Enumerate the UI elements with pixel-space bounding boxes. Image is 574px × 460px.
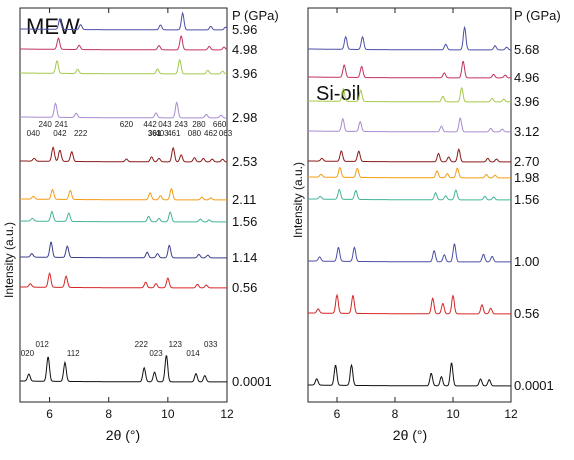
series-trace <box>307 166 511 179</box>
series-trace <box>308 25 511 51</box>
hkl-annotation: 361 <box>148 129 162 138</box>
hkl-annotation: 080 <box>188 129 202 138</box>
x-tick-label: 12 <box>504 407 518 421</box>
series-trace <box>308 86 511 103</box>
pressure-label: 5.96 <box>232 22 257 37</box>
x-tick-label: 10 <box>446 407 460 421</box>
hkl-annotation: 442 <box>143 120 157 129</box>
pressure-label: 3.12 <box>514 124 539 139</box>
pressure-label: 0.0001 <box>232 374 272 389</box>
y-axis-label: Intensity (a.u.) <box>2 222 16 298</box>
series-trace <box>20 101 227 119</box>
x-tick-label: 8 <box>105 407 112 421</box>
pressure-label: 2.98 <box>232 110 257 125</box>
hkl-annotation: 040 <box>27 129 41 138</box>
hkl-annotation: 063 <box>219 129 233 138</box>
pressure-label: 0.56 <box>514 306 539 321</box>
series-trace <box>19 11 228 31</box>
hkl-annotation: 660 <box>213 120 227 129</box>
pressure-label: 1.14 <box>232 250 257 265</box>
hkl-annotation: 042 <box>53 129 67 138</box>
hkl-annotation: 033 <box>204 340 218 349</box>
series-trace <box>19 210 227 223</box>
series-trace <box>307 117 511 133</box>
hkl-annotation: 123 <box>169 340 183 349</box>
series-trace <box>307 362 511 387</box>
plot-frame <box>19 7 228 403</box>
x-ticks: 6 8 10 12 <box>46 8 234 421</box>
series-trace <box>19 272 227 289</box>
pressure-header: P (GPa) <box>514 8 561 23</box>
panel-title: Si-oil <box>316 83 360 105</box>
series-trace <box>307 243 511 263</box>
hkl-annotation: 403 <box>155 129 169 138</box>
hkl-annotation: 222 <box>74 129 88 138</box>
series-trace <box>307 188 511 201</box>
pressure-label: 1.98 <box>514 170 539 185</box>
series-trace <box>19 355 227 383</box>
series-trace <box>20 35 228 51</box>
hkl-annotation: 241 <box>55 120 69 129</box>
hkl-annotation: 240 <box>38 120 52 129</box>
plot-frame <box>307 7 512 403</box>
y-axis-label: Intensity (a.u.) <box>291 162 305 238</box>
hkl-annotation: 043 <box>158 120 172 129</box>
panel-title: MEW <box>26 14 80 39</box>
x-tick-label: 12 <box>220 407 234 421</box>
hkl-annotation: 280 <box>192 120 206 129</box>
pressure-labels: 0.0001 0.56 1.00 1.56 1.982.70 3.12 3.96 4.96 5.… <box>514 42 554 393</box>
x-axis-label: 2θ (°) <box>393 427 427 443</box>
pressure-label: 0.56 <box>232 280 257 295</box>
x-tick-label: 10 <box>161 407 175 421</box>
series-trace <box>19 146 227 163</box>
hkl-annotation: 243 <box>174 120 188 129</box>
pressure-label: 3.96 <box>232 66 257 81</box>
hkl-annotation: 014 <box>186 349 200 358</box>
x-tick-label: 8 <box>392 407 399 421</box>
pressure-label: 1.00 <box>514 254 539 269</box>
series-trace <box>307 148 511 163</box>
x-axis-label: 2θ (°) <box>106 427 140 443</box>
pressure-labels: 0.0001 0.56 1.14 1.56 2.11 2.53 2.98 3.96 4.98 5.… <box>232 22 272 389</box>
hkl-annotation: 222 <box>135 340 149 349</box>
pressure-label: 0.0001 <box>514 378 554 393</box>
pressure-label: 4.98 <box>232 42 257 57</box>
series-trace <box>307 293 511 315</box>
pressure-label: 3.96 <box>514 94 539 109</box>
pressure-label: 5.68 <box>514 42 539 57</box>
hkl-annotation: 462 <box>204 129 218 138</box>
pressure-label: 1.56 <box>514 192 539 207</box>
series-trace <box>20 58 227 75</box>
hkl-annotation: 112 <box>67 349 80 358</box>
x-tick-label: 6 <box>334 407 341 421</box>
hkl-annotation: 461 <box>167 129 181 138</box>
hkl-annotation: 020 <box>21 349 35 358</box>
peak-annotations: 0200121122220231230140330402400422412226… <box>21 120 233 358</box>
pressure-label: 1.56 <box>232 214 257 229</box>
traces <box>19 11 228 383</box>
pressure-label: 2.11 <box>232 192 256 207</box>
series-trace <box>19 241 227 259</box>
panel-mew: MEW P (GPa) Intensity (a.u.) 2θ (°) 6 8 10… <box>2 7 279 443</box>
hkl-annotation: 023 <box>149 349 163 358</box>
panel-si-oil: Si-oil P (GPa) Intensity (a.u.) 2θ (°) 6… <box>291 7 561 443</box>
x-tick-label: 6 <box>46 407 53 421</box>
pressure-label: 2.53 <box>232 154 257 169</box>
series-trace <box>308 61 511 79</box>
x-ticks: 6 8 10 12 <box>334 8 518 421</box>
series-trace <box>19 187 227 201</box>
pressure-label: 4.96 <box>514 70 539 85</box>
traces <box>307 25 511 387</box>
hkl-annotation: 620 <box>120 120 134 129</box>
pressure-label: 2.70 <box>514 154 539 169</box>
pressure-header: P (GPa) <box>232 8 279 23</box>
hkl-annotation: 012 <box>35 340 49 349</box>
